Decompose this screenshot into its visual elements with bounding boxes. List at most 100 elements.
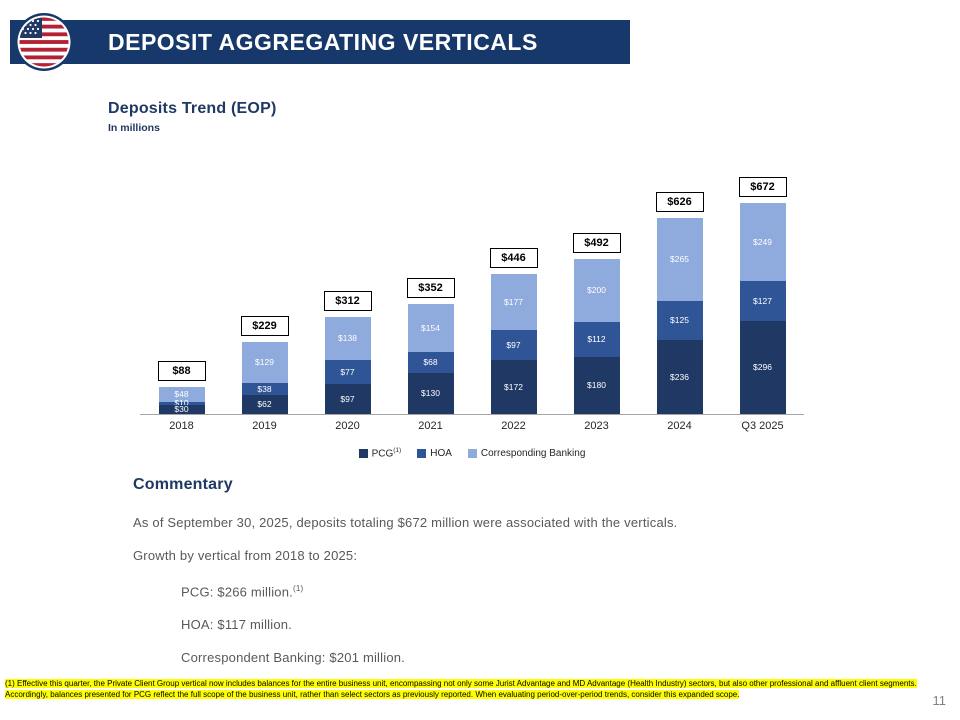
bar-group: $446 $177 $97 $172 bbox=[472, 164, 555, 414]
bar-segment-pcg: $236 bbox=[656, 340, 703, 414]
header-bar: DEPOSIT AGGREGATING VERTICALS bbox=[10, 20, 630, 64]
bar-segment-corresponding-banking: $200 bbox=[573, 259, 620, 322]
commentary-item-pcg-text: PCG: $266 million. bbox=[181, 584, 293, 600]
page-number: 11 bbox=[932, 693, 947, 708]
bar-stack: $129 $38 $62 bbox=[241, 342, 288, 414]
total-label: $672 bbox=[738, 177, 787, 197]
segment-value-label: $97 bbox=[340, 393, 355, 404]
bar-segment-corresponding-banking: $138 bbox=[324, 317, 371, 360]
segment-value-label: $38 bbox=[257, 383, 272, 394]
segment-value-label: $177 bbox=[504, 296, 523, 307]
bar-segment-hoa: $68 bbox=[407, 352, 454, 373]
segment-value-label: $97 bbox=[506, 339, 521, 350]
page-title: DEPOSIT AGGREGATING VERTICALS bbox=[108, 28, 538, 55]
bar-segment-hoa: $97 bbox=[490, 330, 537, 360]
segment-value-label: $200 bbox=[587, 285, 606, 296]
commentary-section: Commentary As of September 30, 2025, dep… bbox=[133, 476, 853, 684]
commentary-para-1: As of September 30, 2025, deposits total… bbox=[133, 515, 678, 530]
legend-item: Corresponding Banking bbox=[467, 447, 586, 459]
bar-group: $492 $200 $112 $180 bbox=[555, 164, 638, 414]
segment-value-label: $125 bbox=[670, 315, 689, 326]
segment-value-label: $236 bbox=[670, 371, 689, 382]
bar-stack: $249 $127 $296 bbox=[739, 203, 786, 414]
segment-value-label: $130 bbox=[421, 388, 440, 399]
chart-subtitle: In millions bbox=[108, 122, 160, 134]
bar-stack: $200 $112 $180 bbox=[573, 259, 620, 414]
segment-value-label: $112 bbox=[587, 334, 606, 345]
commentary-title: Commentary bbox=[133, 476, 233, 493]
us-flag-icon bbox=[14, 12, 74, 72]
category-label: 2021 bbox=[418, 420, 443, 432]
segment-value-label: $30 bbox=[174, 404, 189, 415]
total-label: $492 bbox=[572, 233, 621, 253]
legend: PCG(1) HOA Corresponding Banking bbox=[140, 447, 804, 459]
total-label: $229 bbox=[240, 316, 289, 336]
us-flag-icon-svg bbox=[15, 13, 73, 71]
bar-group: $352 $154 $68 $130 bbox=[389, 164, 472, 414]
segment-value-label: $138 bbox=[338, 333, 357, 344]
legend-label: Corresponding Banking bbox=[480, 447, 586, 459]
segment-value-label: $265 bbox=[670, 254, 689, 265]
bar-segment-corresponding-banking: $265 bbox=[656, 218, 703, 301]
total-label: $352 bbox=[406, 278, 455, 298]
legend-item: PCG(1) bbox=[358, 447, 402, 460]
commentary-item-hoa: HOA: $117 million. bbox=[181, 617, 293, 633]
bar-segment-pcg: $296 bbox=[739, 321, 786, 414]
footnote-text: (1) Effective this quarter, the Private … bbox=[5, 679, 917, 699]
category-label: 2022 bbox=[501, 420, 526, 432]
total-label: $446 bbox=[489, 248, 538, 268]
segment-value-label: $10 bbox=[174, 398, 189, 409]
segment-value-label: $180 bbox=[587, 380, 606, 391]
category-label: 2023 bbox=[584, 420, 609, 432]
segment-value-label: $154 bbox=[421, 322, 440, 333]
bar-stack: $48 $10 $30 bbox=[158, 387, 205, 415]
segment-value-label: $249 bbox=[753, 236, 772, 247]
bar-chart: $88 $48 $10 $30 $229 $129 $38 $62 $312 $138 $77 $97… bbox=[140, 165, 804, 415]
legend-label: HOA bbox=[430, 447, 452, 459]
legend-item: HOA bbox=[417, 448, 452, 459]
category-label: 2024 bbox=[667, 420, 692, 432]
category-labels: 2018 2019 2020 2021 2022 2023 2024 Q3 2025 bbox=[140, 420, 804, 432]
bar-stack: $177 $97 $172 bbox=[490, 274, 537, 414]
commentary-item-pcg: PCG: $266 million.(1) bbox=[181, 582, 853, 599]
commentary-item-correspondent: Correspondent Banking: $201 million. bbox=[181, 650, 405, 666]
bar-group: $88 $48 $10 $30 bbox=[140, 164, 223, 414]
bar-segment-hoa: $125 bbox=[656, 301, 703, 340]
footnote-ref: (1) bbox=[292, 584, 304, 593]
bar-segment-pcg: $180 bbox=[573, 357, 620, 414]
legend-swatch bbox=[358, 448, 368, 458]
legend-footnote-ref: (1) bbox=[393, 447, 402, 454]
legend-swatch bbox=[417, 448, 427, 458]
category-label: 2018 bbox=[169, 420, 194, 432]
footnote: (1) Effective this quarter, the Private … bbox=[5, 679, 917, 700]
segment-value-label: $127 bbox=[753, 295, 772, 306]
segment-value-label: $48 bbox=[174, 389, 189, 400]
bar-segment-hoa: $127 bbox=[739, 281, 786, 321]
category-label: Q3 2025 bbox=[741, 420, 784, 432]
bar-segment-hoa: $112 bbox=[573, 322, 620, 357]
legend-label: PCG(1) bbox=[371, 447, 402, 460]
category-label: 2019 bbox=[252, 420, 277, 432]
bar-segment-pcg: $30 bbox=[158, 404, 205, 415]
category-label: 2020 bbox=[335, 420, 360, 432]
bar-segment-corresponding-banking: $154 bbox=[407, 304, 454, 352]
bar-segment-corresponding-banking: $249 bbox=[739, 203, 786, 281]
bar-stack: $138 $77 $97 bbox=[324, 317, 371, 414]
bar-group: $626 $265 $125 $236 bbox=[638, 164, 721, 414]
bar-segment-corresponding-banking: $177 bbox=[490, 274, 537, 330]
bar-stack: $265 $125 $236 bbox=[656, 218, 703, 414]
bar-segment-pcg: $62 bbox=[241, 395, 288, 414]
bar-group: $672 $249 $127 $296 bbox=[721, 164, 804, 414]
chart-title: Deposits Trend (EOP) bbox=[108, 100, 277, 117]
bar-segment-pcg: $172 bbox=[490, 360, 537, 414]
bar-segment-corresponding-banking: $48 bbox=[158, 387, 205, 402]
total-label: $626 bbox=[655, 192, 704, 212]
bar-stack: $154 $68 $130 bbox=[407, 304, 454, 414]
bar-group: $229 $129 $38 $62 bbox=[223, 164, 306, 414]
bar-group: $312 $138 $77 $97 bbox=[306, 164, 389, 414]
chart-title-block: Deposits Trend (EOP) In millions bbox=[108, 100, 276, 134]
total-label: $88 bbox=[157, 361, 206, 381]
bar-segment-hoa: $10 bbox=[158, 398, 205, 409]
bar-segment-hoa: $77 bbox=[324, 360, 371, 384]
